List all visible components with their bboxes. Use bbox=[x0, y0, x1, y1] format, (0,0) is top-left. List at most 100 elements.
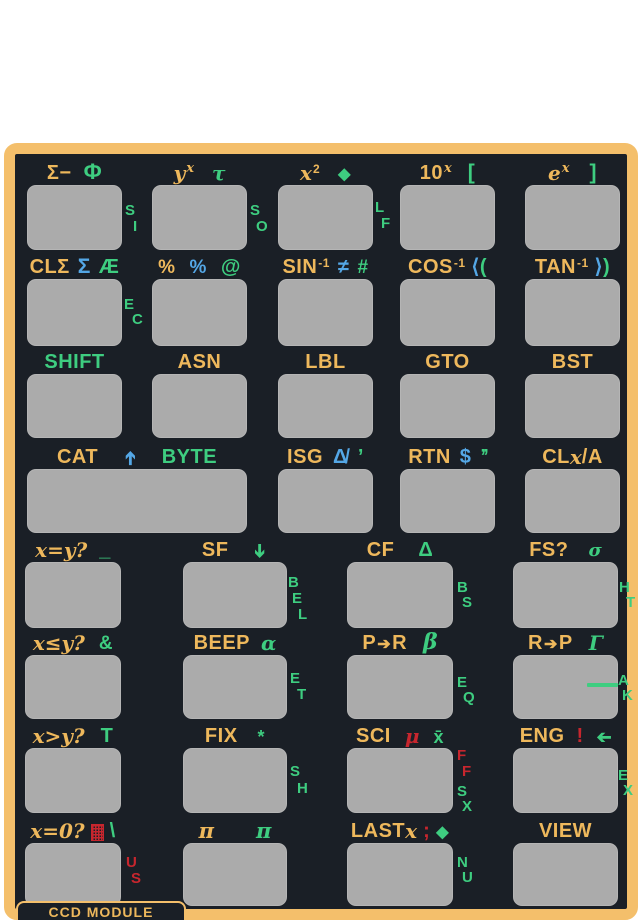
label-part: ISG bbox=[287, 446, 323, 468]
side-letter: E bbox=[618, 767, 629, 784]
key-atan[interactable] bbox=[525, 279, 620, 346]
side-letter: E bbox=[292, 590, 303, 607]
label-part: P bbox=[558, 632, 573, 654]
label-group: π bbox=[256, 820, 271, 841]
key-10-pow-x-label: 10 x [ bbox=[392, 158, 503, 183]
key-acos[interactable] bbox=[400, 279, 495, 346]
label-part: ⟨ bbox=[471, 256, 480, 278]
label-part: P bbox=[362, 632, 377, 654]
label-part: ’ bbox=[357, 446, 364, 468]
key-lastx[interactable] bbox=[347, 843, 453, 906]
label-part: CF bbox=[366, 539, 395, 561]
side-letter: E bbox=[124, 296, 135, 313]
label-group bbox=[90, 824, 104, 841]
label-part: ENG bbox=[519, 725, 565, 747]
side-letter: A bbox=[618, 672, 629, 689]
side-letter: T bbox=[626, 594, 636, 611]
label-group: τ bbox=[212, 163, 225, 183]
label-part: e bbox=[548, 161, 561, 185]
key-asin[interactable] bbox=[278, 279, 373, 346]
key-gto[interactable] bbox=[400, 374, 495, 438]
label-part: τ bbox=[211, 161, 226, 185]
label-group: % bbox=[189, 258, 206, 277]
side-letter: S bbox=[131, 870, 142, 887]
label-part: _ bbox=[99, 539, 111, 561]
key-e-pow-x[interactable] bbox=[525, 185, 620, 250]
label-part: -1 bbox=[576, 256, 589, 270]
key-y-pow-x[interactable] bbox=[152, 185, 247, 250]
side-letter: H bbox=[619, 579, 630, 596]
key-clx-a[interactable] bbox=[525, 469, 620, 533]
key-percent[interactable] bbox=[152, 279, 247, 346]
label-group: RTN bbox=[408, 447, 451, 467]
label-group: CLΣ bbox=[30, 257, 70, 277]
key-sci[interactable] bbox=[347, 748, 453, 813]
label-group: SHIFT bbox=[44, 352, 104, 372]
label-part: ] bbox=[589, 161, 597, 184]
label-part: $ bbox=[459, 446, 472, 468]
key-shift[interactable] bbox=[27, 374, 122, 438]
label-group: \ bbox=[110, 821, 116, 841]
key-bst[interactable] bbox=[525, 374, 620, 438]
label-part: % bbox=[189, 257, 207, 278]
label-part: α bbox=[261, 631, 277, 655]
key-fs[interactable] bbox=[513, 562, 618, 628]
side-letter: X bbox=[462, 798, 473, 815]
key-x-squared[interactable] bbox=[278, 185, 373, 250]
key-sf[interactable] bbox=[183, 562, 287, 628]
side-letter: O bbox=[256, 218, 268, 235]
key-percent-label: %% @ bbox=[144, 252, 255, 277]
key-10-pow-x[interactable] bbox=[400, 185, 495, 250]
label-part: RTN bbox=[408, 446, 451, 468]
key-cat-byte[interactable] bbox=[27, 469, 247, 533]
key-sigma-minus[interactable] bbox=[27, 185, 122, 250]
key-view[interactable] bbox=[513, 843, 618, 906]
label-group: β bbox=[423, 631, 438, 653]
side-letter: S bbox=[457, 783, 468, 800]
key-pi[interactable] bbox=[183, 843, 287, 906]
label-group: x=0? bbox=[30, 821, 84, 841]
key-x-gt-y[interactable] bbox=[25, 748, 121, 813]
key-x-eq-y[interactable] bbox=[25, 562, 121, 628]
key-lbl[interactable] bbox=[278, 374, 373, 438]
label-part: BYTE bbox=[161, 446, 218, 468]
key-lbl-label: LBL bbox=[270, 347, 381, 372]
label-group: & bbox=[99, 634, 113, 653]
key-e-pow-x-label: e x] bbox=[517, 158, 628, 183]
side-letter: H bbox=[297, 780, 308, 797]
label-group: SIN -1 bbox=[282, 257, 330, 277]
key-cl-sigma[interactable] bbox=[27, 279, 122, 346]
label-part: SHIFT bbox=[44, 351, 105, 373]
key-p-to-r[interactable] bbox=[347, 655, 453, 719]
label-group: # bbox=[357, 258, 368, 277]
key-eng[interactable] bbox=[513, 748, 618, 813]
label-part: CLΣ bbox=[29, 256, 70, 278]
label-part: Φ bbox=[83, 159, 103, 184]
label-group: ◆ bbox=[338, 167, 351, 183]
label-part: 10 bbox=[419, 162, 443, 184]
label-part: GTO bbox=[425, 351, 470, 373]
key-asn[interactable] bbox=[152, 374, 247, 438]
label-group: μ bbox=[405, 726, 420, 746]
key-rtn[interactable] bbox=[400, 469, 495, 533]
key-isg[interactable] bbox=[278, 469, 373, 533]
key-r-to-p[interactable] bbox=[513, 655, 618, 719]
key-x-eq-0[interactable] bbox=[25, 843, 121, 906]
label-part: Σ− bbox=[46, 162, 72, 184]
label-part: T bbox=[100, 725, 114, 747]
label-part: CL bbox=[542, 446, 570, 468]
key-sigma-minus-label: Σ− Φ bbox=[19, 158, 130, 184]
label-part: * bbox=[257, 727, 266, 747]
key-cf[interactable] bbox=[347, 562, 453, 628]
key-x-le-y[interactable] bbox=[25, 655, 121, 719]
label-group: ISG bbox=[287, 447, 323, 467]
label-part: SCI bbox=[356, 725, 391, 747]
key-beep[interactable] bbox=[183, 655, 287, 719]
label-part: [ bbox=[467, 161, 476, 184]
key-x-squared-label: x 2 ◆ bbox=[270, 158, 381, 183]
label-part: x bbox=[300, 161, 312, 185]
key-fix[interactable] bbox=[183, 748, 287, 813]
key-x-eq-0-label: x=0? \ bbox=[17, 816, 129, 841]
side-letter: S bbox=[462, 594, 473, 611]
